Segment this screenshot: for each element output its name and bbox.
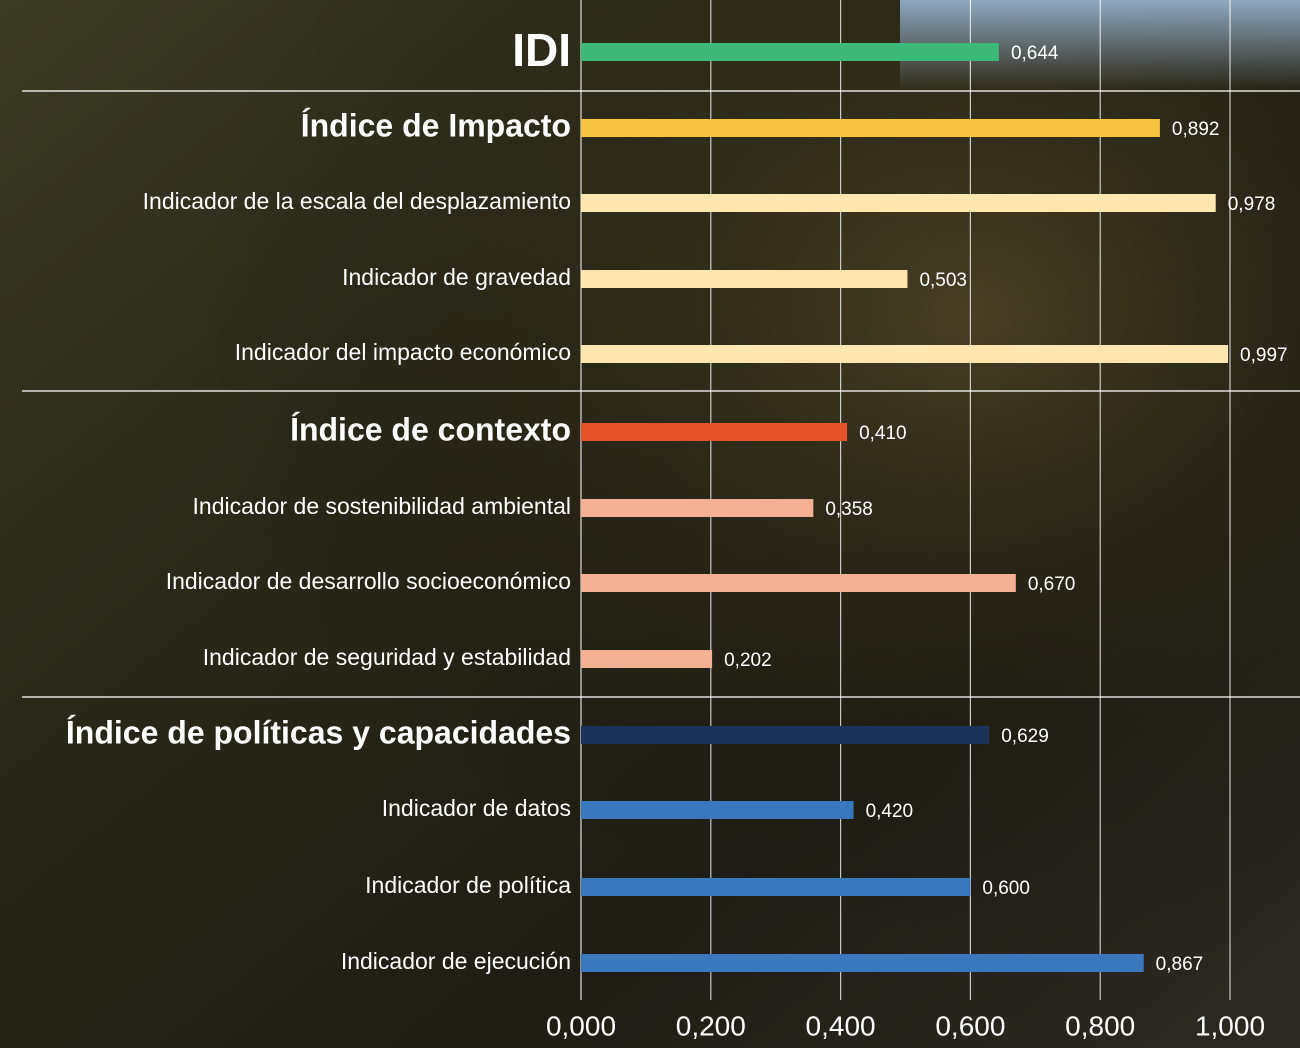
value-label: 0,867 [1156,954,1204,975]
value-label: 0,503 [919,270,967,291]
x-tick-label: 0,000 [546,1010,616,1041]
bar [581,194,1216,212]
category-label: Índice de Impacto [301,107,571,143]
bar [581,650,713,668]
value-label: 0,358 [825,499,873,520]
bar [581,878,971,896]
category-label: Indicador de la escala del desplazamient… [143,188,571,214]
category-label: Indicador de sostenibilidad ambiental [193,493,571,519]
bar [581,726,990,744]
category-label: Índice de políticas y capacidades [66,714,571,750]
x-tick-label: 0,800 [1065,1010,1135,1041]
x-tick-label: 0,600 [935,1010,1005,1041]
value-label: 0,997 [1240,345,1288,366]
category-label: Indicador de ejecución [341,948,571,974]
bar [581,574,1016,592]
x-tick-label: 1,000 [1195,1010,1265,1041]
value-label: 0,978 [1228,194,1276,215]
value-label: 0,410 [859,423,907,444]
category-label: Indicador de desarrollo socioeconómico [166,568,571,594]
value-label: 0,600 [982,878,1030,899]
category-label: Indicador de seguridad y estabilidad [203,644,571,670]
bar [581,801,854,819]
category-label: Índice de contexto [290,411,571,447]
category-label: Indicador del impacto económico [235,339,571,365]
category-label: Indicador de datos [382,795,571,821]
value-label: 0,644 [1011,43,1059,64]
bar [581,345,1229,363]
category-label: IDI [512,24,571,76]
x-tick-label: 0,400 [806,1010,876,1041]
bar [581,954,1144,972]
category-label: Indicador de política [365,872,571,898]
bar [581,119,1160,137]
bar [581,499,814,517]
value-label: 0,420 [866,801,914,822]
value-label: 0,202 [724,650,772,671]
bar [581,423,848,441]
x-tick-label: 0,200 [676,1010,746,1041]
value-label: 0,670 [1028,574,1076,595]
value-label: 0,629 [1001,726,1049,747]
bar [581,270,908,288]
value-label: 0,892 [1172,119,1220,140]
bar [581,43,999,61]
category-label: Indicador de gravedad [342,264,571,290]
